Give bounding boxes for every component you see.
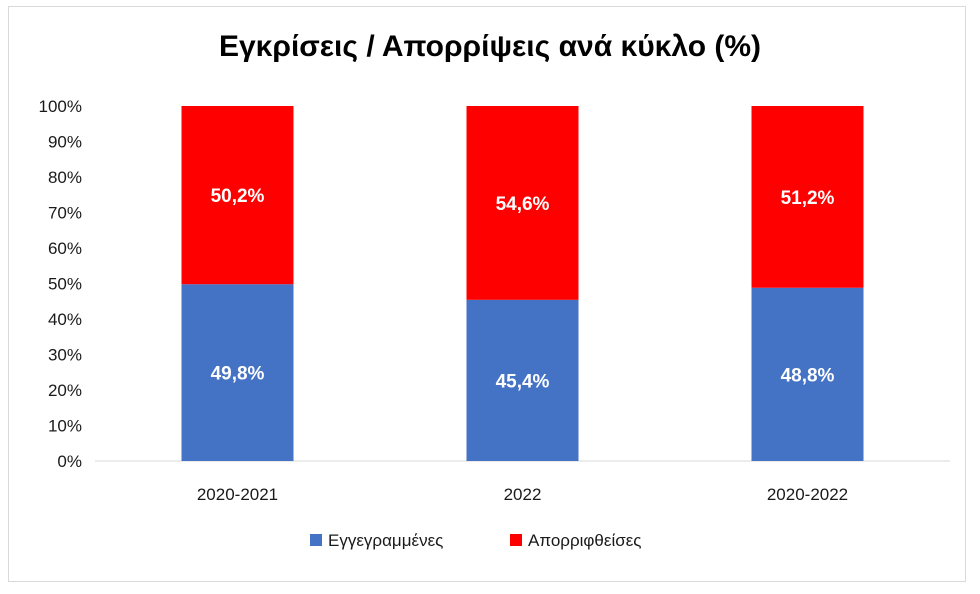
bar-rejected [466, 106, 579, 300]
data-label: 49,8% [211, 364, 265, 385]
data-label: 51,2% [781, 188, 835, 209]
legend-swatch [310, 534, 322, 546]
data-label: 48,8% [781, 365, 835, 386]
y-tick-label: 70% [48, 204, 82, 223]
y-tick-label: 0% [57, 452, 82, 471]
y-tick-label: 100% [39, 97, 82, 116]
bar-rejected [751, 106, 864, 288]
legend-label: Εγγεγραμμένες [328, 531, 443, 550]
y-tick-label: 40% [48, 310, 82, 329]
x-tick-label: 2020-2021 [197, 485, 278, 504]
bar-registered [466, 299, 579, 461]
legend-swatch [510, 534, 522, 546]
bar-registered [181, 284, 294, 461]
legend-label: Απορριφθείσες [528, 531, 642, 550]
y-tick-label: 10% [48, 417, 82, 436]
y-tick-label: 60% [48, 239, 82, 258]
y-tick-label: 20% [48, 381, 82, 400]
y-tick-label: 80% [48, 168, 82, 187]
x-tick-label: 2020-2022 [767, 485, 848, 504]
data-label: 54,6% [496, 194, 550, 215]
y-tick-label: 30% [48, 346, 82, 365]
data-label: 50,2% [211, 186, 265, 207]
bar-rejected [181, 106, 294, 285]
y-tick-label: 90% [48, 133, 82, 152]
bar-registered [751, 287, 864, 461]
x-tick-label: 2022 [504, 485, 542, 504]
data-label: 45,4% [496, 371, 550, 392]
y-tick-label: 50% [48, 275, 82, 294]
chart-title: Εγκρίσεις / Απορρίψεις ανά κύκλο (%) [218, 30, 762, 63]
